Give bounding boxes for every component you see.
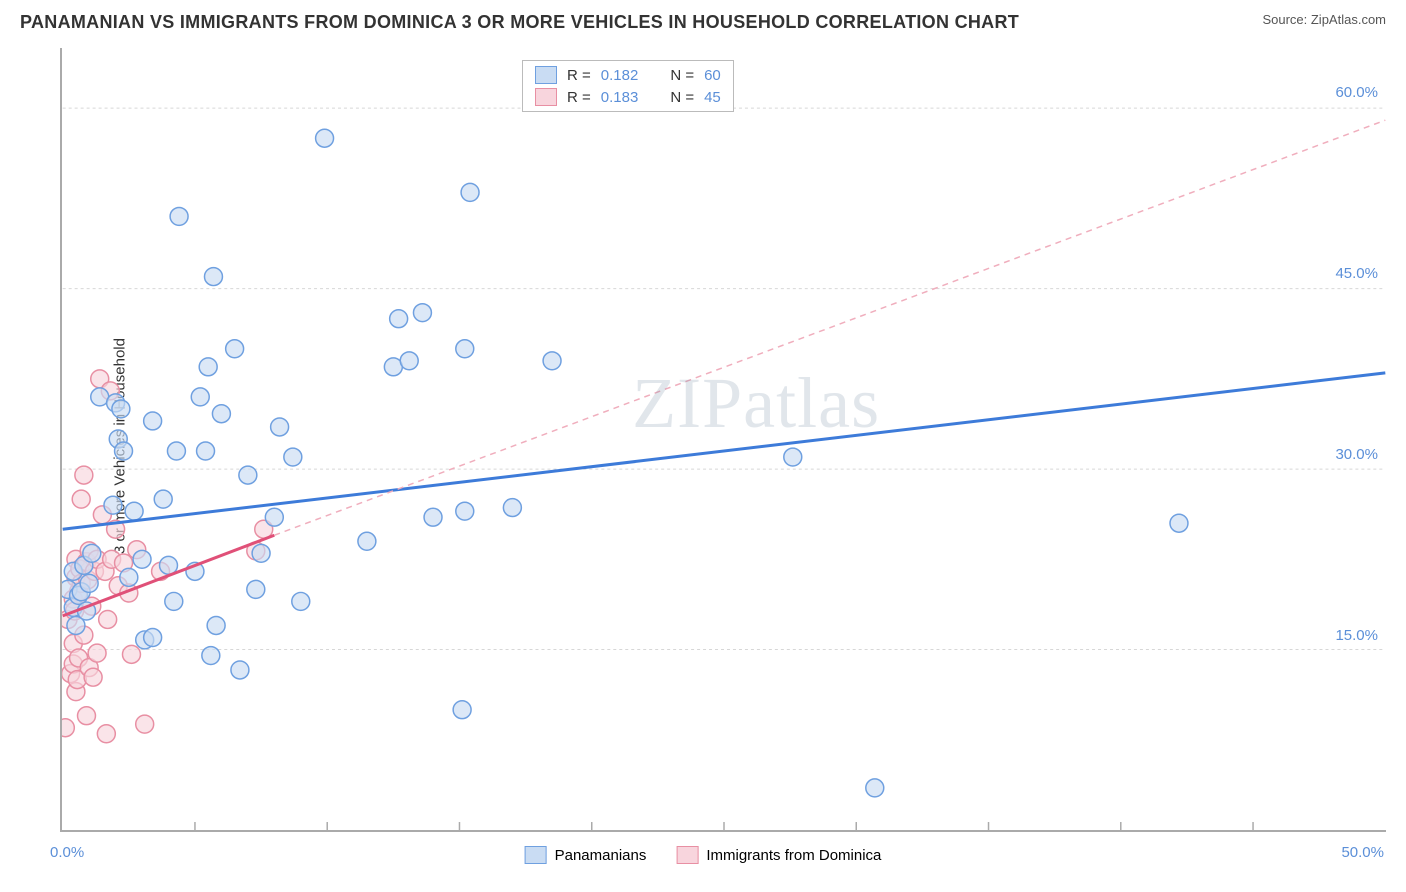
scatter-point	[453, 701, 471, 719]
scatter-point	[120, 568, 138, 586]
scatter-point	[231, 661, 249, 679]
scatter-point	[170, 207, 188, 225]
scatter-point	[265, 508, 283, 526]
scatter-point	[204, 268, 222, 286]
scatter-point	[84, 668, 102, 686]
scatter-point	[207, 616, 225, 634]
scatter-point	[144, 412, 162, 430]
legend-swatch	[676, 846, 698, 864]
scatter-point	[316, 129, 334, 147]
x-origin-label: 0.0%	[50, 844, 84, 861]
scatter-point	[784, 448, 802, 466]
legend-correlation-row: R = 0.182 N = 60	[535, 66, 721, 84]
scatter-point	[413, 304, 431, 322]
legend-swatch	[535, 88, 557, 106]
y-tick-label: 15.0%	[1335, 627, 1378, 644]
scatter-point	[390, 310, 408, 328]
legend-n-label: N =	[670, 89, 694, 106]
scatter-point	[80, 574, 98, 592]
scatter-point	[866, 779, 884, 797]
legend-swatch	[525, 846, 547, 864]
scatter-point	[400, 352, 418, 370]
scatter-svg	[62, 48, 1386, 830]
scatter-point	[252, 544, 270, 562]
trendline-panamanians	[63, 373, 1386, 529]
scatter-point	[104, 496, 122, 514]
scatter-point	[125, 502, 143, 520]
scatter-point	[271, 418, 289, 436]
legend-n-value: 60	[704, 67, 721, 84]
legend-r-label: R =	[567, 89, 591, 106]
legend-r-label: R =	[567, 67, 591, 84]
scatter-point	[424, 508, 442, 526]
scatter-point	[122, 645, 140, 663]
scatter-point	[136, 715, 154, 733]
legend-r-value: 0.182	[601, 67, 639, 84]
scatter-point	[75, 466, 93, 484]
legend-correlation: R = 0.182 N = 60 R = 0.183 N = 45	[522, 60, 734, 112]
scatter-point	[503, 499, 521, 517]
scatter-point	[99, 610, 117, 628]
scatter-point	[144, 629, 162, 647]
legend-series-label: Immigrants from Dominica	[706, 847, 881, 864]
legend-series: Panamanians Immigrants from Dominica	[525, 846, 882, 864]
scatter-point	[88, 644, 106, 662]
page-title: PANAMANIAN VS IMMIGRANTS FROM DOMINICA 3…	[20, 12, 1019, 33]
scatter-point	[212, 405, 230, 423]
y-tick-label: 60.0%	[1335, 84, 1378, 101]
scatter-point	[358, 532, 376, 550]
scatter-point	[115, 442, 133, 460]
scatter-point	[83, 544, 101, 562]
scatter-point	[247, 580, 265, 598]
scatter-point	[197, 442, 215, 460]
scatter-point	[78, 707, 96, 725]
legend-swatch	[535, 66, 557, 84]
scatter-point	[165, 592, 183, 610]
legend-n-label: N =	[670, 67, 694, 84]
scatter-point	[72, 490, 90, 508]
source-label: Source: ZipAtlas.com	[1262, 12, 1386, 27]
legend-r-value: 0.183	[601, 89, 639, 106]
scatter-point	[133, 550, 151, 568]
scatter-point	[199, 358, 217, 376]
scatter-point	[456, 502, 474, 520]
scatter-point	[1170, 514, 1188, 532]
scatter-point	[226, 340, 244, 358]
legend-series-item: Immigrants from Dominica	[676, 846, 881, 864]
plot-area: ZIPatlas R = 0.182N = 60R = 0.183N = 45 …	[60, 48, 1386, 832]
legend-series-item: Panamanians	[525, 846, 647, 864]
scatter-point	[284, 448, 302, 466]
trendline-dominica-dash	[274, 120, 1385, 535]
scatter-point	[456, 340, 474, 358]
scatter-point	[97, 725, 115, 743]
x-end-label: 50.0%	[1341, 844, 1384, 861]
scatter-point	[461, 183, 479, 201]
legend-n-value: 45	[704, 89, 721, 106]
y-tick-label: 30.0%	[1335, 446, 1378, 463]
scatter-point	[154, 490, 172, 508]
scatter-point	[543, 352, 561, 370]
legend-correlation-row: R = 0.183 N = 45	[535, 88, 721, 106]
legend-series-label: Panamanians	[555, 847, 647, 864]
scatter-point	[239, 466, 257, 484]
scatter-point	[112, 400, 130, 418]
scatter-point	[292, 592, 310, 610]
scatter-point	[191, 388, 209, 406]
chart-area: ZIPatlas R = 0.182N = 60R = 0.183N = 45 …	[60, 48, 1386, 832]
scatter-point	[167, 442, 185, 460]
scatter-point	[62, 719, 74, 737]
y-tick-label: 45.0%	[1335, 265, 1378, 282]
scatter-point	[202, 647, 220, 665]
